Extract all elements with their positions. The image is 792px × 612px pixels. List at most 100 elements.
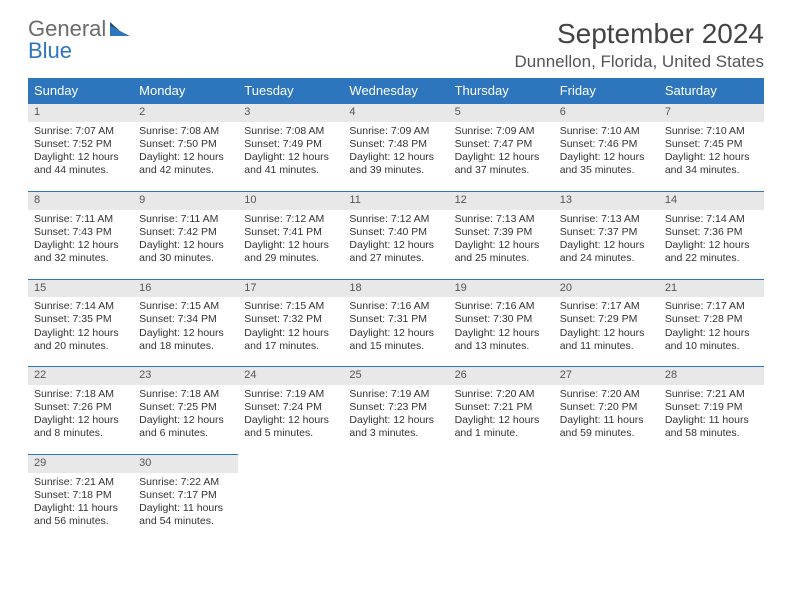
daylight-text: Daylight: 12 hours and 6 minutes. (139, 414, 232, 440)
daylight-text: Daylight: 12 hours and 25 minutes. (455, 239, 548, 265)
day-number: 8 (28, 191, 133, 210)
sunset-text: Sunset: 7:39 PM (455, 226, 548, 239)
day-body: Sunrise: 7:18 AMSunset: 7:26 PMDaylight:… (28, 385, 133, 454)
day-body: Sunrise: 7:08 AMSunset: 7:50 PMDaylight:… (133, 122, 238, 191)
day-number: 30 (133, 454, 238, 473)
sunrise-text: Sunrise: 7:19 AM (244, 388, 337, 401)
day-body: Sunrise: 7:19 AMSunset: 7:24 PMDaylight:… (238, 385, 343, 454)
daylight-text: Daylight: 12 hours and 20 minutes. (34, 327, 127, 353)
day-body: Sunrise: 7:11 AMSunset: 7:42 PMDaylight:… (133, 210, 238, 279)
calendar-cell: 2Sunrise: 7:08 AMSunset: 7:50 PMDaylight… (133, 103, 238, 191)
day-number: 7 (659, 103, 764, 122)
sunrise-text: Sunrise: 7:16 AM (455, 300, 548, 313)
calendar-cell: 6Sunrise: 7:10 AMSunset: 7:46 PMDaylight… (554, 103, 659, 191)
daylight-text: Daylight: 12 hours and 3 minutes. (349, 414, 442, 440)
calendar-week: 8Sunrise: 7:11 AMSunset: 7:43 PMDaylight… (28, 191, 764, 279)
sunrise-text: Sunrise: 7:18 AM (34, 388, 127, 401)
calendar-cell: 26Sunrise: 7:20 AMSunset: 7:21 PMDayligh… (449, 366, 554, 454)
day-number: 25 (343, 366, 448, 385)
sunset-text: Sunset: 7:21 PM (455, 401, 548, 414)
calendar-cell: . (659, 454, 764, 542)
calendar-cell: 12Sunrise: 7:13 AMSunset: 7:39 PMDayligh… (449, 191, 554, 279)
calendar-cell: 5Sunrise: 7:09 AMSunset: 7:47 PMDaylight… (449, 103, 554, 191)
sunset-text: Sunset: 7:48 PM (349, 138, 442, 151)
day-number: 28 (659, 366, 764, 385)
calendar-cell: 27Sunrise: 7:20 AMSunset: 7:20 PMDayligh… (554, 366, 659, 454)
calendar-cell: 16Sunrise: 7:15 AMSunset: 7:34 PMDayligh… (133, 279, 238, 367)
calendar-cell: 7Sunrise: 7:10 AMSunset: 7:45 PMDaylight… (659, 103, 764, 191)
daylight-text: Daylight: 12 hours and 15 minutes. (349, 327, 442, 353)
sunrise-text: Sunrise: 7:09 AM (455, 125, 548, 138)
daylight-text: Daylight: 12 hours and 32 minutes. (34, 239, 127, 265)
day-body: Sunrise: 7:22 AMSunset: 7:17 PMDaylight:… (133, 473, 238, 542)
sunrise-text: Sunrise: 7:20 AM (455, 388, 548, 401)
calendar-table: SundayMondayTuesdayWednesdayThursdayFrid… (28, 78, 764, 542)
sunrise-text: Sunrise: 7:17 AM (665, 300, 758, 313)
weekday-header: Saturday (659, 78, 764, 103)
sunrise-text: Sunrise: 7:14 AM (34, 300, 127, 313)
calendar-cell: 1Sunrise: 7:07 AMSunset: 7:52 PMDaylight… (28, 103, 133, 191)
day-number: 3 (238, 103, 343, 122)
day-body: Sunrise: 7:10 AMSunset: 7:45 PMDaylight:… (659, 122, 764, 191)
calendar-cell: 17Sunrise: 7:15 AMSunset: 7:32 PMDayligh… (238, 279, 343, 367)
weekday-header: Wednesday (343, 78, 448, 103)
day-body: Sunrise: 7:09 AMSunset: 7:48 PMDaylight:… (343, 122, 448, 191)
sunset-text: Sunset: 7:20 PM (560, 401, 653, 414)
day-number: 11 (343, 191, 448, 210)
daylight-text: Daylight: 12 hours and 27 minutes. (349, 239, 442, 265)
daylight-text: Daylight: 12 hours and 37 minutes. (455, 151, 548, 177)
daylight-text: Daylight: 12 hours and 30 minutes. (139, 239, 232, 265)
sunrise-text: Sunrise: 7:11 AM (139, 213, 232, 226)
day-body: Sunrise: 7:15 AMSunset: 7:32 PMDaylight:… (238, 297, 343, 366)
day-number: 18 (343, 279, 448, 298)
sunset-text: Sunset: 7:34 PM (139, 313, 232, 326)
day-number: 15 (28, 279, 133, 298)
calendar-cell: 28Sunrise: 7:21 AMSunset: 7:19 PMDayligh… (659, 366, 764, 454)
calendar-cell: 15Sunrise: 7:14 AMSunset: 7:35 PMDayligh… (28, 279, 133, 367)
day-number: 17 (238, 279, 343, 298)
daylight-text: Daylight: 12 hours and 39 minutes. (349, 151, 442, 177)
sunset-text: Sunset: 7:52 PM (34, 138, 127, 151)
calendar-cell: 20Sunrise: 7:17 AMSunset: 7:29 PMDayligh… (554, 279, 659, 367)
day-body: Sunrise: 7:15 AMSunset: 7:34 PMDaylight:… (133, 297, 238, 366)
day-number: 23 (133, 366, 238, 385)
day-number: 1 (28, 103, 133, 122)
daylight-text: Daylight: 12 hours and 41 minutes. (244, 151, 337, 177)
day-number: 22 (28, 366, 133, 385)
sunset-text: Sunset: 7:36 PM (665, 226, 758, 239)
sunset-text: Sunset: 7:28 PM (665, 313, 758, 326)
calendar-cell: 11Sunrise: 7:12 AMSunset: 7:40 PMDayligh… (343, 191, 448, 279)
sunset-text: Sunset: 7:37 PM (560, 226, 653, 239)
sunrise-text: Sunrise: 7:10 AM (560, 125, 653, 138)
sunrise-text: Sunrise: 7:17 AM (560, 300, 653, 313)
sunrise-text: Sunrise: 7:21 AM (34, 476, 127, 489)
sunrise-text: Sunrise: 7:10 AM (665, 125, 758, 138)
calendar-cell: . (449, 454, 554, 542)
sunrise-text: Sunrise: 7:13 AM (560, 213, 653, 226)
daylight-text: Daylight: 12 hours and 8 minutes. (34, 414, 127, 440)
calendar-week: 15Sunrise: 7:14 AMSunset: 7:35 PMDayligh… (28, 279, 764, 367)
calendar-cell: 24Sunrise: 7:19 AMSunset: 7:24 PMDayligh… (238, 366, 343, 454)
daylight-text: Daylight: 12 hours and 13 minutes. (455, 327, 548, 353)
calendar-cell: 10Sunrise: 7:12 AMSunset: 7:41 PMDayligh… (238, 191, 343, 279)
day-body: Sunrise: 7:17 AMSunset: 7:28 PMDaylight:… (659, 297, 764, 366)
sunset-text: Sunset: 7:24 PM (244, 401, 337, 414)
calendar-cell: 19Sunrise: 7:16 AMSunset: 7:30 PMDayligh… (449, 279, 554, 367)
weekday-header: Thursday (449, 78, 554, 103)
day-body: Sunrise: 7:20 AMSunset: 7:21 PMDaylight:… (449, 385, 554, 454)
sunset-text: Sunset: 7:40 PM (349, 226, 442, 239)
day-number: 29 (28, 454, 133, 473)
day-body: Sunrise: 7:09 AMSunset: 7:47 PMDaylight:… (449, 122, 554, 191)
calendar-body: 1Sunrise: 7:07 AMSunset: 7:52 PMDaylight… (28, 103, 764, 542)
location: Dunnellon, Florida, United States (515, 52, 764, 72)
daylight-text: Daylight: 11 hours and 58 minutes. (665, 414, 758, 440)
day-number: 27 (554, 366, 659, 385)
day-body: Sunrise: 7:12 AMSunset: 7:41 PMDaylight:… (238, 210, 343, 279)
day-body: Sunrise: 7:19 AMSunset: 7:23 PMDaylight:… (343, 385, 448, 454)
calendar-cell: 21Sunrise: 7:17 AMSunset: 7:28 PMDayligh… (659, 279, 764, 367)
day-body: Sunrise: 7:18 AMSunset: 7:25 PMDaylight:… (133, 385, 238, 454)
calendar-head: SundayMondayTuesdayWednesdayThursdayFrid… (28, 78, 764, 103)
daylight-text: Daylight: 12 hours and 10 minutes. (665, 327, 758, 353)
day-number: 4 (343, 103, 448, 122)
calendar-cell: . (238, 454, 343, 542)
